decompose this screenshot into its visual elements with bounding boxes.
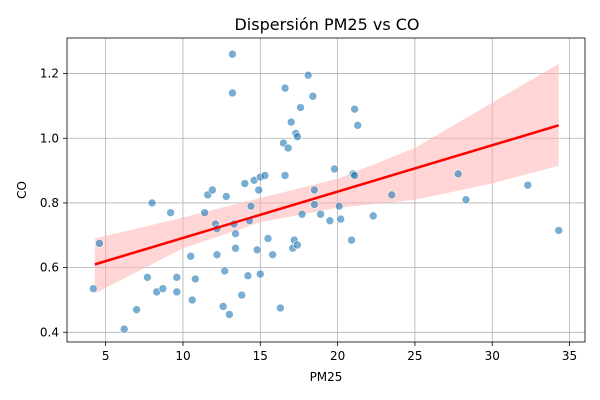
y-ticks: 0.4 0.6 0.8 1.0 1.2	[40, 67, 67, 339]
y-tick-label: 0.6	[40, 261, 59, 275]
scatter-point	[325, 216, 335, 226]
scatter-point	[293, 132, 302, 141]
scatter-point	[143, 273, 152, 282]
x-tick-label: 25	[407, 349, 422, 363]
scatter-point	[316, 209, 325, 219]
scatter-point	[310, 200, 319, 209]
scatter-point	[308, 91, 318, 101]
y-tick-label: 1.2	[40, 67, 59, 81]
x-tick-label: 15	[253, 349, 268, 363]
scatter-point	[286, 117, 296, 127]
scatter-point	[461, 195, 471, 205]
x-ticks: 5 10 15 20 25 30 35	[102, 342, 577, 363]
scatter-point	[172, 287, 182, 297]
scatter-point	[186, 251, 196, 261]
x-tick-label: 30	[485, 349, 500, 363]
scatter-point	[334, 201, 344, 211]
y-tick-label: 0.8	[40, 196, 59, 210]
regression-line	[94, 124, 560, 266]
scatter-point	[218, 302, 228, 311]
scatter-point	[228, 49, 237, 59]
scatter-point	[132, 305, 141, 314]
scatter-point	[166, 208, 175, 217]
scatter-point	[268, 250, 277, 259]
regression-line-group	[94, 124, 560, 266]
scatter-point	[280, 83, 290, 93]
scatter-point	[208, 185, 217, 195]
scatter-point	[280, 171, 290, 180]
scatter-point	[310, 185, 319, 195]
scatter-point	[260, 171, 270, 180]
chart-title: Dispersión PM25 vs CO	[234, 15, 419, 34]
scatter-point	[255, 269, 265, 279]
scatter-point	[212, 250, 222, 259]
scatter-point	[231, 243, 240, 253]
y-tick-label: 0.4	[40, 325, 59, 339]
scatter-point	[119, 324, 129, 334]
scatter-point	[158, 284, 168, 293]
scatter-point	[293, 240, 302, 250]
scatter-point	[246, 201, 256, 211]
x-tick-label: 35	[562, 349, 577, 363]
scatter-point	[523, 180, 533, 190]
scatter-point	[276, 303, 285, 313]
plot-frame	[66, 37, 586, 343]
scatter-point	[88, 284, 98, 293]
x-tick-label: 5	[102, 349, 110, 363]
scatter-point	[221, 192, 231, 201]
confidence-band	[94, 63, 559, 294]
y-tick-label: 1.0	[40, 131, 59, 145]
x-tick-label: 20	[330, 349, 345, 363]
scatter-point	[263, 234, 273, 243]
scatter-point	[200, 208, 209, 217]
scatter-point	[353, 121, 362, 130]
scatter-point	[191, 274, 200, 284]
data-points	[88, 49, 564, 334]
scatter-point	[237, 290, 247, 300]
scatter-point	[368, 211, 378, 221]
scatter-point	[347, 235, 356, 245]
scatter-point	[147, 198, 157, 208]
x-axis-label: PM25	[310, 370, 343, 384]
scatter-point	[350, 171, 359, 180]
scatter-point	[231, 229, 240, 238]
scatter-point	[387, 190, 397, 200]
scatter-point	[172, 273, 182, 282]
y-axis-label: CO	[15, 181, 29, 199]
scatter-point	[240, 179, 250, 188]
scatter-point	[350, 104, 359, 114]
scatter-point	[187, 295, 197, 305]
confidence-band-area	[94, 63, 559, 294]
scatter-point	[303, 70, 313, 80]
scatter-point	[225, 310, 234, 319]
scatter-point	[296, 103, 305, 112]
scatter-point	[252, 245, 262, 255]
scatter-point	[228, 88, 237, 98]
scatter-point	[554, 226, 564, 235]
scatter-point	[220, 266, 230, 276]
scatter-point	[297, 209, 307, 219]
scatter-point	[95, 239, 104, 248]
scatter-point	[330, 164, 339, 174]
x-tick-label: 10	[175, 349, 190, 363]
scatter-point	[243, 271, 253, 281]
scatter-point	[453, 169, 463, 179]
scatter-point	[336, 214, 345, 224]
scatter-point	[283, 143, 293, 153]
scatter-point	[254, 185, 264, 195]
